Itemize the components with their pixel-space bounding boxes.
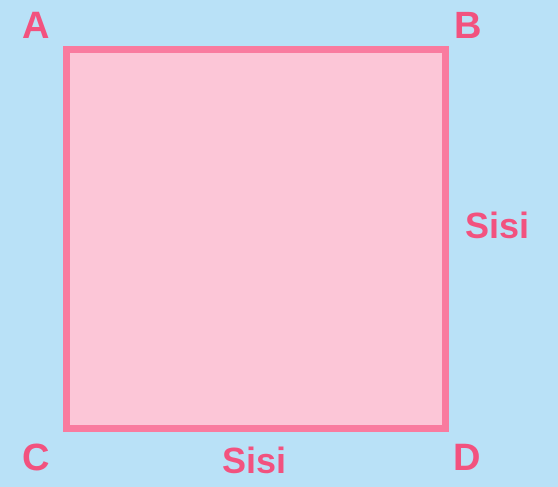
side-label-right: Sisi: [465, 205, 530, 246]
square-shape: [63, 46, 449, 432]
side-label-bottom: Sisi: [222, 440, 287, 481]
vertex-label-b: B: [454, 5, 482, 47]
vertex-label-d: D: [453, 437, 481, 479]
vertex-label-c: C: [22, 437, 50, 479]
vertex-label-a: A: [22, 5, 50, 47]
